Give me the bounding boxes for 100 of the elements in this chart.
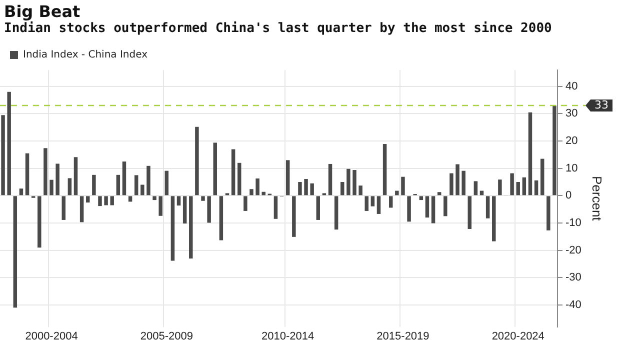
bar [80,196,84,222]
y-tick-label: -10 [566,217,582,230]
bar [213,142,217,196]
bar [7,92,11,196]
bar [316,196,320,220]
bar [370,196,375,206]
bar [256,178,260,196]
bar [425,196,430,218]
bar [1,115,5,196]
bar [431,196,436,224]
bar [364,196,368,211]
bar [552,106,556,196]
bar [201,196,205,201]
bar [540,158,544,196]
bar [498,180,502,196]
bar [56,164,60,196]
bar [116,174,120,196]
bar [334,196,338,230]
x-tick-label: 2010-2014 [262,330,314,342]
bar [146,166,150,196]
bar [474,181,478,196]
bar [522,177,526,196]
y-tick-label: -30 [566,272,582,284]
x-tick-label: 2000-2004 [25,330,78,342]
y-tick-label: 0 [566,190,572,202]
bar [195,126,199,196]
bar [486,196,490,218]
bar [189,196,193,258]
y-tick-label: 30 [566,108,578,120]
bar [62,196,66,220]
bar [516,182,520,196]
bar [286,160,290,196]
bar [207,196,211,223]
bar [50,180,54,196]
bar [38,196,42,248]
bar [534,180,538,196]
y-tick-label: 40 [566,80,578,92]
bar [110,196,114,206]
bar [92,174,96,196]
bar [340,182,344,196]
bar [450,173,454,196]
bar [164,170,169,196]
bar [298,182,302,196]
bar [128,196,132,202]
bar [292,196,296,237]
chart-subtitle: Indian stocks outperformed China's last quarter by the most since 2000 [4,21,552,36]
bar [274,196,278,219]
bar [134,175,138,196]
bar [152,196,156,200]
bar [462,170,466,196]
bar [104,196,108,206]
bar [401,176,405,196]
bar [376,196,381,214]
bar [419,196,424,200]
bar [382,144,387,196]
bar [510,173,514,196]
bar [352,170,356,196]
bar [122,162,126,196]
bar [237,162,242,196]
bar [219,196,224,240]
legend-label: India Index - China Index [23,50,148,61]
bar [19,188,24,196]
bar [346,168,350,196]
bar [388,196,393,208]
bar [170,196,175,261]
bar [176,196,181,206]
y-tick-label: -40 [566,298,582,311]
bar [140,184,144,196]
chart-title: Big Beat [4,2,80,21]
bar [244,196,248,211]
x-tick-label: 2005-2009 [140,330,193,342]
bar [310,183,314,196]
bar [395,190,399,196]
bar [456,164,460,196]
bar [492,196,496,242]
bar [444,196,448,216]
bar [13,196,18,308]
y-tick-label: 20 [566,135,578,148]
bar [250,189,254,196]
bar [74,157,78,196]
bar [528,112,532,196]
y-axis-title: Percent [590,176,605,222]
bar [407,196,411,222]
bar [231,149,236,196]
bar [158,196,162,216]
bar [304,179,308,196]
bar [44,148,48,196]
bar [262,192,266,196]
bar [25,153,30,196]
x-tick-label: 2020-2024 [492,330,544,342]
bar [546,196,550,230]
y-tick-label: 10 [566,162,578,174]
bar [86,196,90,202]
x-tick-label: 2015-2019 [376,330,430,342]
bar [358,186,362,196]
bar [437,192,442,196]
bar [68,178,72,196]
bar [468,196,472,229]
bar [98,196,102,206]
ref-line-label: 33 [594,98,608,112]
